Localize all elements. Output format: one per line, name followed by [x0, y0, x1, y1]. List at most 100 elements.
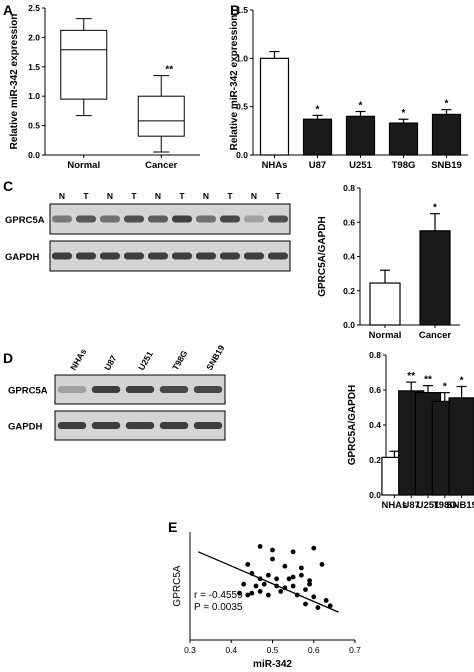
blot-band — [147, 215, 169, 223]
scatter-point — [270, 556, 275, 562]
scatter-point — [303, 601, 308, 607]
blot-band — [125, 422, 155, 429]
scatter-point — [241, 581, 247, 587]
x-tick-label: 0.4 — [225, 645, 237, 655]
y-axis-title: GPRC5A/GAPDH — [317, 216, 328, 297]
box — [137, 95, 185, 137]
blot-band — [57, 422, 87, 429]
bar — [419, 230, 451, 326]
scatter-point — [245, 592, 251, 598]
y-tick-label: 0.0 — [369, 490, 381, 500]
blot-band — [99, 252, 121, 260]
significance-label: ** — [407, 371, 415, 382]
scatter-point — [265, 572, 271, 578]
blot-band — [219, 215, 241, 223]
y-tick-label: 2.5 — [28, 3, 40, 13]
significance-label: ** — [165, 65, 173, 76]
significance-label: ** — [424, 375, 432, 386]
category-label: SNB19 — [446, 500, 474, 511]
bar — [369, 282, 401, 326]
y-tick-label: 0.8 — [369, 350, 381, 360]
blot-band — [171, 252, 193, 260]
y-tick-label: 1.5 — [28, 62, 40, 72]
bar — [259, 57, 290, 156]
y-tick-label: 0.0 — [236, 150, 248, 160]
scatter-point — [298, 565, 304, 571]
scatter-point — [327, 603, 333, 609]
y-tick-label: 1.0 — [236, 53, 248, 63]
blot-row-label: GAPDH — [5, 252, 39, 263]
category-label: SNB19 — [431, 160, 462, 171]
y-axis-title: GPRC5A/GAPDH — [347, 385, 358, 466]
lane-label: NHAs — [68, 347, 88, 372]
scatter-point — [315, 605, 321, 610]
blot-band — [51, 215, 73, 223]
lane-label: N — [203, 191, 209, 201]
category-label: Cancer — [419, 330, 452, 341]
scatter-point — [298, 572, 304, 578]
panel-label-c: C — [3, 178, 13, 194]
y-tick-label: 0.6 — [343, 217, 355, 227]
blot-band — [267, 215, 289, 223]
scatter-point — [261, 581, 267, 587]
x-axis-title: miR-342 — [253, 659, 292, 670]
significance-label: * — [433, 203, 437, 214]
y-tick-label: 0.6 — [369, 385, 381, 395]
significance-label: * — [445, 99, 449, 110]
panel-d-barchart: 0.00.20.40.60.8GPRC5A/GAPDHNHAsU87**U251… — [347, 350, 474, 511]
lane-label: T — [179, 191, 185, 201]
panel-a-boxplot: 0.0 0.5 1.0 1.5 2.0 2.5 Relative miR-342 expre… — [9, 3, 200, 171]
blot-band — [123, 215, 145, 223]
panel-c-barchart: 0.0 0.2 0.4 0.6 0.8 GPRC5A/GAPDH Normal Cancer * — [317, 183, 460, 341]
lane-label: T — [275, 191, 281, 201]
lane-label: T98G — [170, 348, 189, 372]
x-tick-label: 0.6 — [308, 645, 320, 655]
scatter-point — [237, 590, 242, 596]
category-label: U251 — [417, 500, 440, 511]
y-tick-label: 0.4 — [343, 252, 355, 262]
blot-band — [243, 215, 265, 223]
blot-row-label: GPRC5A — [5, 215, 45, 226]
significance-label: * — [460, 376, 464, 387]
bar — [388, 122, 419, 156]
category-label: U87 — [402, 500, 419, 511]
category-label: NHAs — [381, 500, 407, 511]
box — [60, 29, 108, 100]
blot-band — [195, 215, 217, 223]
scatter-point — [323, 598, 329, 603]
lane-label: T — [131, 191, 137, 201]
scatter-point — [319, 562, 325, 567]
scatter-point — [290, 583, 296, 589]
y-tick-label: 0.0 — [28, 150, 40, 160]
scatter-point — [245, 562, 251, 567]
stat-label: r = -0.4559 — [194, 590, 243, 601]
blot-band — [159, 386, 189, 393]
x-tick-label: 0.7 — [349, 645, 361, 655]
blot-row-label: GPRC5A — [8, 386, 48, 397]
panel-label-b: B — [230, 2, 240, 18]
blot-band — [193, 422, 223, 429]
y-tick-label: 1.5 — [236, 5, 248, 15]
y-tick-label: 1.0 — [28, 91, 40, 101]
scatter-point — [282, 563, 288, 569]
scatter-point — [253, 583, 259, 589]
lane-label: U87 — [102, 353, 119, 372]
y-tick-label: 2.0 — [28, 32, 40, 42]
panel-label-e: E — [168, 519, 177, 535]
blot-band — [57, 386, 87, 393]
significance-label: * — [359, 101, 363, 112]
significance-label: * — [402, 108, 406, 119]
y-tick-label: 0.2 — [343, 286, 355, 296]
lane-label: N — [155, 191, 161, 201]
blot-band — [219, 252, 241, 260]
scatter-point — [274, 576, 280, 582]
panel-e-scatter: 0.3 0.4 0.5 0.6 0.7 miR-342 GPRC5A r = -0.4559P… — [172, 532, 361, 670]
category-label: Normal — [67, 160, 100, 171]
scatter-point — [303, 587, 308, 592]
scatter-point — [311, 545, 317, 551]
bar — [448, 397, 474, 496]
blot-band — [195, 252, 217, 260]
blot-band — [125, 386, 155, 393]
category-label: U251 — [349, 160, 372, 171]
category-label: U87 — [309, 160, 326, 171]
